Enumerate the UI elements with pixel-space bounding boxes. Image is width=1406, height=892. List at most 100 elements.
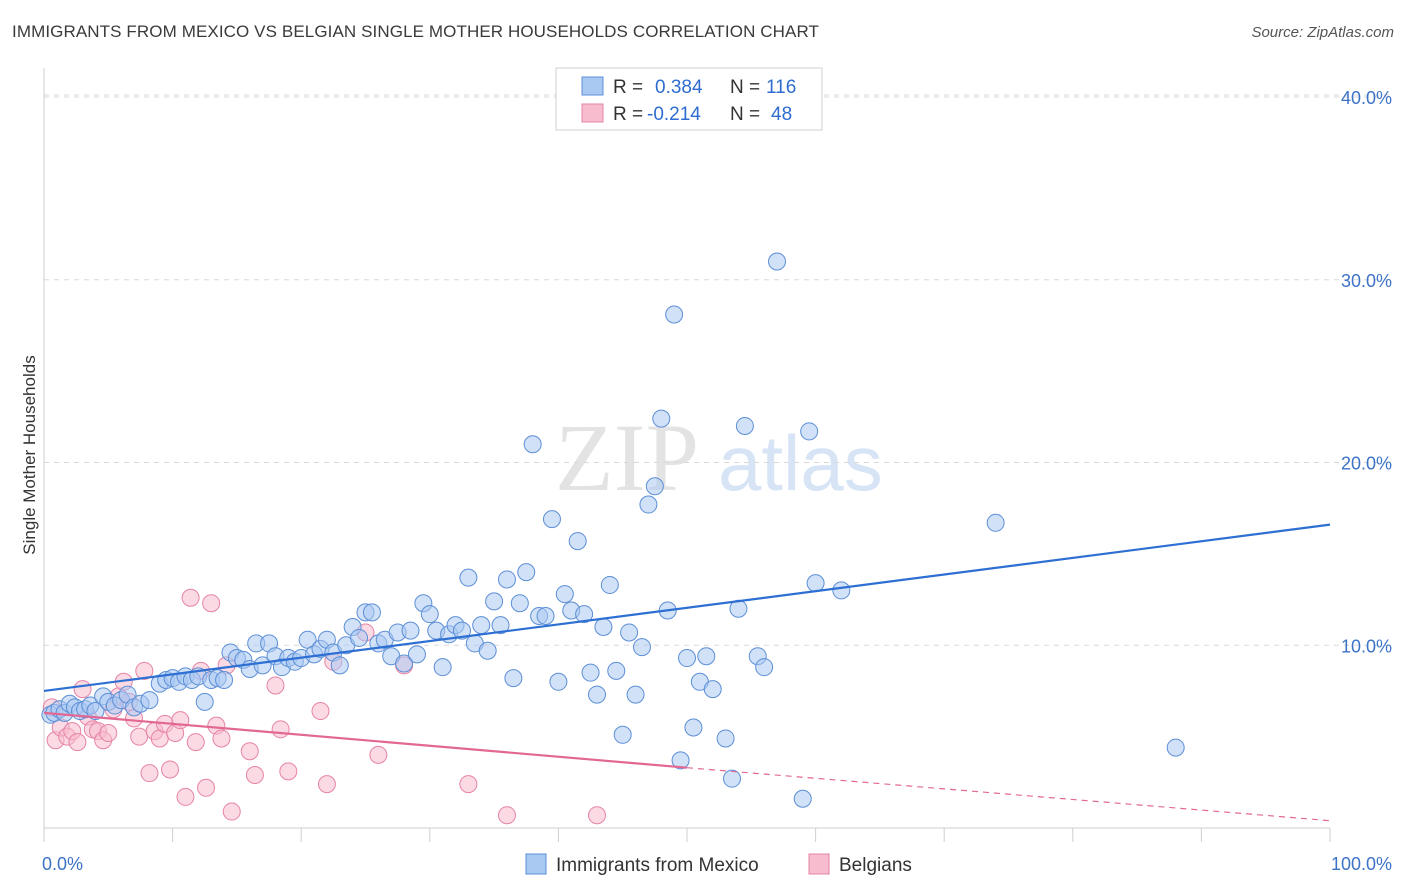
gridlines (44, 94, 1392, 646)
mexico-point-112 (793, 789, 812, 808)
chart-title: IMMIGRANTS FROM MEXICO VS BELGIAN SINGLE… (12, 22, 820, 41)
mexico-point-116 (986, 513, 1005, 532)
belgian-point-18 (135, 661, 154, 680)
mexico-point-111 (768, 252, 787, 271)
mexico-point-90 (613, 725, 632, 744)
series-legend-label-mexico: Immigrants from Mexico (556, 855, 759, 876)
x-ticks (43, 828, 1331, 842)
belgian-point-49 (587, 806, 606, 825)
mexico-point-71 (491, 616, 510, 635)
mexico-point-79 (542, 510, 561, 529)
belgian-point-17 (130, 727, 149, 746)
series-legend-swatch-belgian (808, 853, 830, 875)
mexico-point-86 (587, 685, 606, 704)
mexico-point-113 (800, 422, 819, 441)
belgian-point-37 (245, 766, 264, 785)
mexico-point-88 (600, 575, 619, 594)
y-tick-labels: 10.0% 20.0% 30.0% 40.0% (1341, 88, 1392, 656)
mexico-point-9 (86, 702, 105, 721)
belgian-point-30 (197, 778, 216, 797)
legend-r-value-belgian: -0.214 (647, 104, 701, 125)
belgian-point-33 (212, 729, 231, 748)
mexico-point-46 (330, 656, 349, 675)
belgian-point-19 (140, 764, 159, 783)
series-legend-swatch-mexico (525, 853, 547, 875)
mexico-point-78 (536, 607, 555, 626)
belgian-point-27 (181, 588, 200, 607)
y-tick-label-10: 10.0% (1341, 636, 1392, 656)
belgian-point-35 (222, 802, 241, 821)
mexico-point-85 (581, 663, 600, 682)
legend-r-label-belgian: R = (613, 104, 643, 125)
mexico-point-75 (517, 563, 536, 582)
watermark: ZIP atlas (555, 404, 883, 511)
belgian-point-11 (99, 723, 118, 742)
mexico-point-98 (665, 305, 684, 324)
mexico-point-25 (195, 692, 214, 711)
mexico-point-65 (452, 621, 471, 640)
y-tick-label-20: 20.0% (1341, 454, 1392, 474)
legend-n-value-belgian: 48 (771, 104, 792, 125)
mexico-point-57 (401, 621, 420, 640)
belgian-point-47 (459, 775, 478, 794)
mexico-point-115 (832, 581, 851, 600)
mexico-point-68 (472, 616, 491, 635)
belgian-point-25 (171, 711, 190, 730)
chart-source: Source: ZipAtlas.com (1251, 24, 1394, 41)
legend-n-label-belgian: N = (730, 104, 760, 125)
legend-swatch-mexico (581, 76, 604, 96)
belgian-point-38 (266, 676, 285, 695)
correlation-legend: R = 0.384 N = 116 R = -0.214 N = 48 (555, 67, 823, 131)
mexico-point-108 (735, 416, 754, 435)
y-axis-title: Single Mother Households (20, 355, 39, 554)
belgian-point-23 (161, 760, 180, 779)
mexico-point-81 (555, 585, 574, 604)
mexico-point-56 (395, 654, 414, 673)
belgian-point-31 (202, 594, 221, 613)
legend-n-value-mexico: 116 (766, 77, 796, 98)
mexico-point-117 (1166, 738, 1185, 757)
mexico-point-28 (215, 670, 234, 689)
mexico-point-17 (140, 691, 159, 710)
mexico-point-72 (497, 570, 516, 589)
mexico-points (41, 252, 1185, 808)
belgian-point-48 (497, 806, 516, 825)
mexico-point-100 (678, 649, 696, 668)
watermark-zip: ZIP (555, 404, 699, 511)
mexico-point-96 (652, 409, 671, 428)
x-tick-label-max: 100.0% (1331, 854, 1392, 874)
legend-r-value-mexico: 0.384 (655, 77, 703, 98)
y-tick-label-30: 30.0% (1341, 271, 1392, 291)
belgian-point-41 (311, 702, 330, 721)
mexico-point-83 (568, 532, 587, 551)
mexico-point-60 (420, 605, 439, 624)
mexico-point-62 (433, 658, 452, 677)
trend-lines (43, 523, 1331, 822)
mexico-point-58 (407, 645, 426, 664)
mexico-point-110 (755, 658, 774, 677)
mexico-point-91 (620, 623, 639, 642)
trend-line-belgian-extension (686, 767, 1331, 822)
mexico-point-70 (485, 592, 504, 611)
legend-r-label-mexico: R = (613, 77, 643, 98)
mexico-point-99 (671, 751, 690, 770)
legend-swatch-belgian (581, 103, 604, 123)
mexico-point-74 (510, 594, 529, 613)
trend-line-mexico (43, 523, 1331, 693)
belgian-point-6 (73, 680, 92, 699)
trend-line-belgian (43, 711, 688, 769)
belgian-point-45 (369, 745, 388, 764)
mexico-point-87 (594, 617, 613, 636)
y-tick-label-40: 40.0% (1341, 88, 1392, 108)
mexico-point-69 (478, 641, 497, 660)
mexico-point-101 (684, 718, 703, 737)
series-legend: Immigrants from Mexico Belgians (525, 853, 912, 876)
mexico-point-76 (523, 435, 542, 454)
mexico-point-92 (626, 685, 645, 704)
belgian-point-5 (68, 733, 87, 752)
mexico-point-104 (703, 680, 722, 699)
belgian-point-36 (240, 742, 259, 761)
series-legend-label-belgian: Belgians (839, 855, 912, 876)
x-tick-label-min: 0.0% (42, 854, 83, 874)
